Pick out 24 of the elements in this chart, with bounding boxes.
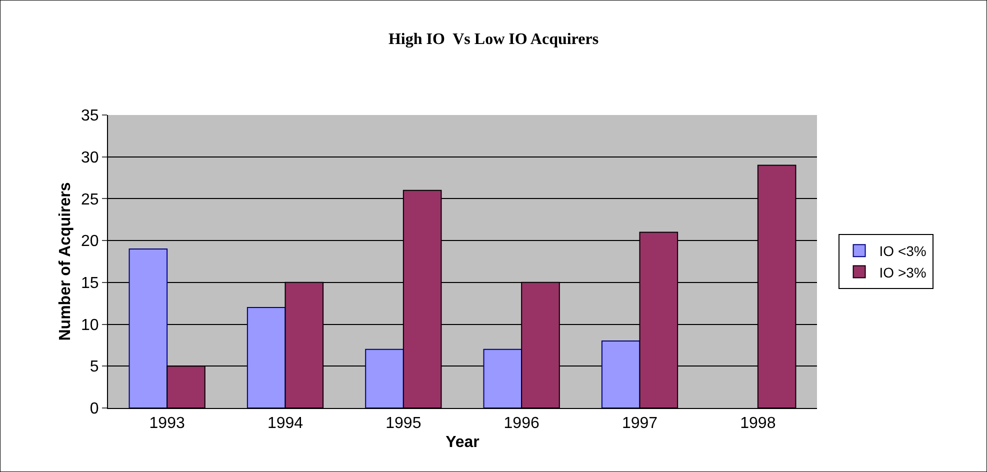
y-axis-title: Number of Acquirers [56, 182, 74, 341]
x-tick-label: 1995 [386, 415, 422, 432]
legend-label: IO >3% [879, 264, 926, 280]
chart-title: High IO Vs Low IO Acquirers [388, 31, 599, 48]
legend-label: IO <3% [879, 243, 926, 260]
bar [128, 248, 168, 408]
x-tick-label: 1993 [149, 415, 185, 432]
x-axis-title: Year [446, 434, 480, 451]
bar [365, 348, 404, 408]
y-tick-label: 5 [90, 358, 99, 376]
y-tick-label: 0 [90, 400, 99, 418]
bar [601, 340, 640, 408]
y-tick-label: 25 [81, 191, 99, 208]
x-tick-label: 1994 [267, 415, 304, 432]
y-tick-label: 20 [81, 233, 99, 250]
x-tick-label: 1997 [622, 415, 658, 432]
bar [483, 348, 522, 408]
bar [246, 307, 286, 408]
y-tick-label: 35 [81, 108, 99, 125]
y-tick-label: 30 [81, 149, 99, 166]
y-tick-label: 10 [81, 316, 99, 334]
x-tick-label: 1996 [504, 415, 540, 432]
y-tick-label: 15 [81, 275, 99, 292]
x-tick-label: 1998 [740, 415, 776, 432]
